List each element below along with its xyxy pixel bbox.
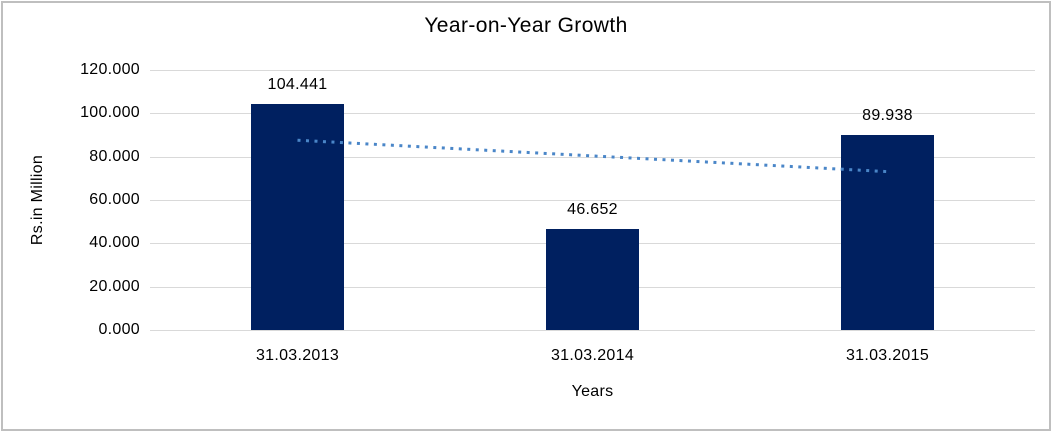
bar-31.03.2015 <box>841 135 934 330</box>
bar-value-label: 46.652 <box>567 200 618 218</box>
x-axis-line <box>150 330 1035 331</box>
gridline <box>150 200 1035 201</box>
x-axis-tick-label: 31.03.2014 <box>550 347 635 364</box>
y-axis-tick-label: 80.000 <box>89 147 140 165</box>
y-axis-tick-label: 120.000 <box>80 61 140 78</box>
bar-value-label: 89.938 <box>862 107 913 125</box>
y-axis-tick-label: 60.000 <box>89 191 140 208</box>
x-axis-tick-label: 31.03.2013 <box>255 347 340 364</box>
y-axis-tick-label: 20.000 <box>89 277 140 295</box>
y-axis-tick-label: 100.000 <box>80 104 140 122</box>
bar-31.03.2013 <box>251 103 344 330</box>
x-axis-title: Years <box>571 383 614 400</box>
y-axis-tick-label: 0.000 <box>98 321 140 338</box>
bar-31.03.2014 <box>546 228 639 330</box>
gridline <box>150 70 1035 71</box>
bar-value-label: 104.441 <box>267 75 328 93</box>
x-axis-tick-label: 31.03.2015 <box>845 347 930 364</box>
plot-area: 104.441 46.652 89.938 <box>150 70 1035 331</box>
chart-title: Year-on-Year Growth <box>424 14 628 37</box>
gridline <box>150 113 1035 115</box>
y-axis-tick-label: 40.000 <box>89 234 140 252</box>
